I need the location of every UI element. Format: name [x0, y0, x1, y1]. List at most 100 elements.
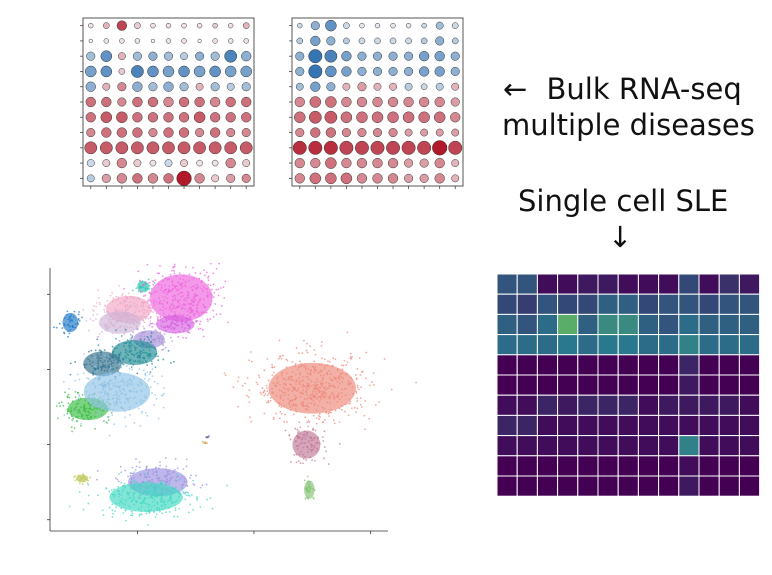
cell-point	[189, 503, 192, 506]
cell-point	[165, 277, 168, 279]
cell-point	[130, 366, 133, 368]
cell-point	[72, 417, 75, 420]
dot-bcs-fr-i-ntreg	[86, 159, 95, 167]
cell-point	[124, 355, 126, 358]
cell-point	[180, 284, 183, 287]
cell-point	[129, 396, 132, 399]
cell-il1b-cd8-tm	[597, 374, 619, 396]
cell-point	[170, 324, 172, 327]
cell-point	[148, 373, 151, 376]
cell-point	[212, 272, 215, 275]
cell-point	[301, 375, 304, 378]
cell-point	[98, 297, 100, 299]
dot-il2-naive-cd4	[148, 128, 158, 138]
cell-point	[78, 394, 80, 396]
cell-il4-nk-cd56-br	[718, 414, 740, 437]
cell-point	[198, 323, 201, 326]
cell-il10-cd8-ctl	[577, 354, 599, 376]
cell-point	[133, 492, 136, 495]
cell-point	[144, 481, 147, 484]
cell-point	[104, 326, 107, 329]
dot-il10-mdc	[224, 65, 237, 78]
cell-point	[139, 493, 141, 496]
cell-point	[97, 494, 99, 497]
cell-point	[116, 490, 119, 493]
cell-bcs-nk	[698, 273, 720, 295]
cell-point	[197, 328, 200, 330]
cell-point	[307, 419, 310, 422]
cell-point	[298, 377, 300, 380]
cell-point	[129, 338, 132, 341]
cell-point	[107, 365, 110, 368]
cell-point	[165, 493, 168, 496]
cell-point	[144, 283, 147, 286]
cell-cd3-cd8-tn	[617, 293, 639, 315]
cluster-cdc	[284, 421, 341, 465]
cluster-t-prolif	[53, 310, 84, 338]
cell-point	[191, 289, 194, 291]
cell-point	[162, 482, 164, 485]
cell-point	[299, 462, 302, 465]
cell-il2-cd4-tem	[536, 394, 559, 416]
cell-il2-nk	[698, 394, 720, 416]
cell-point	[137, 316, 140, 318]
cell-point	[163, 291, 166, 294]
cell-point	[292, 402, 295, 405]
cell-point	[165, 293, 168, 296]
cell-il4-mono	[678, 414, 700, 437]
cell-point	[299, 360, 301, 363]
dot-il2-mdc	[435, 128, 444, 137]
cell-point	[55, 405, 58, 407]
cell-tnfa-mait	[658, 475, 680, 497]
cell-point	[124, 310, 127, 313]
cell-point	[195, 474, 197, 477]
cell-point	[313, 446, 316, 449]
cell-point	[92, 373, 95, 376]
cell-point	[280, 406, 283, 408]
cell-point	[105, 383, 108, 385]
cell-point	[134, 349, 137, 352]
cell-point	[310, 450, 313, 453]
cell-point	[294, 408, 297, 411]
cell-point	[117, 298, 120, 301]
cell-point	[186, 324, 189, 327]
cell-point	[320, 341, 323, 343]
cell-point	[336, 368, 339, 371]
cluster-cd4-tem	[89, 328, 175, 374]
cell-tgfb1-cd4-tem	[536, 455, 559, 477]
cell-point	[193, 296, 196, 299]
cell-point	[156, 501, 159, 504]
cell-point	[199, 506, 202, 508]
cell-tgfb1-mait	[658, 455, 680, 477]
cell-point	[132, 472, 135, 475]
cell-lps-b-mem	[496, 435, 518, 457]
dot-ifna-sm-b	[417, 140, 432, 155]
dot-bcs-naive-b	[242, 159, 251, 167]
cell-cytostim-b-mem	[496, 313, 518, 336]
cell-point	[162, 296, 165, 299]
cell-cytostim-cd8-tn	[617, 313, 639, 336]
cell-point	[159, 497, 162, 500]
cell-cd3-cd4-tem	[536, 293, 559, 315]
cell-point	[109, 379, 112, 381]
cell-point	[176, 319, 178, 322]
cell-point	[299, 373, 302, 376]
cell-point	[146, 287, 149, 289]
cell-point	[161, 349, 164, 351]
cell-point	[328, 369, 330, 372]
cell-point	[112, 322, 115, 325]
cell-point	[198, 314, 201, 317]
cell-point	[322, 378, 324, 380]
cell-point	[120, 401, 122, 404]
cell-point	[338, 374, 341, 377]
cell-point	[272, 382, 275, 385]
cell-point	[92, 361, 94, 364]
cell-point	[199, 486, 202, 489]
cell-point	[130, 301, 133, 304]
cell-cytostim-mono	[678, 313, 700, 336]
cell-point	[88, 350, 90, 353]
cell-point	[130, 510, 133, 513]
cell-point	[148, 339, 151, 341]
dot-il1b-fr-i-ntreg	[296, 37, 304, 45]
dot-il4-nk	[195, 82, 204, 91]
